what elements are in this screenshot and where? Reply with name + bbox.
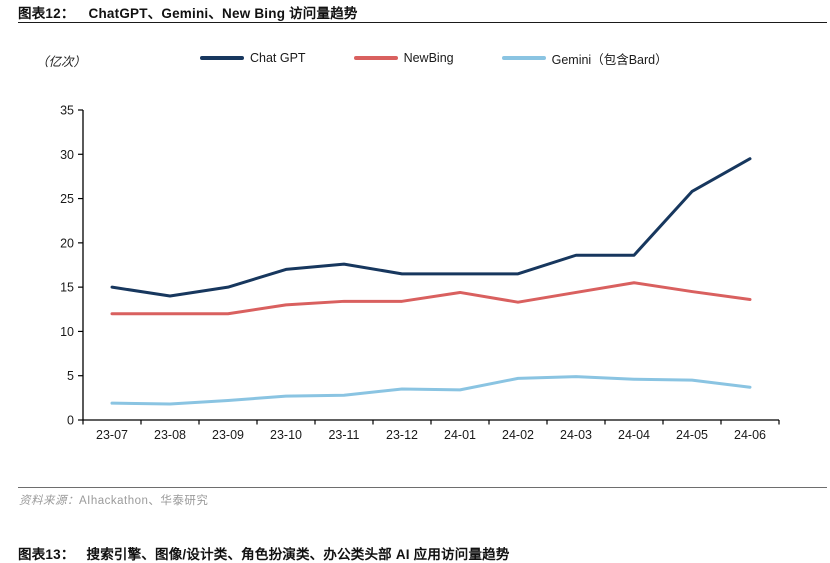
legend-swatch-newbing	[353, 56, 398, 60]
x-tick-label: 23-07	[96, 428, 128, 442]
x-tick-label: 24-03	[560, 428, 592, 442]
x-tick-label: 24-06	[734, 428, 766, 442]
legend-item-gemini-bard: Gemini（包含Bard）	[501, 49, 668, 68]
y-tick-label: 30	[60, 148, 74, 162]
legend-label-gemini-bard: Gemini（包含Bard）	[551, 52, 668, 67]
figure13-name: 搜索引擎、图像/设计类、角色扮演类、办公类头部 AI 应用访问量趋势	[86, 547, 510, 562]
legend-label-newbing: NewBing	[403, 51, 454, 65]
figure12-name: ChatGPT、Gemini、New Bing 访问量趋势	[88, 6, 358, 21]
legend-swatch-gemini-bard	[501, 56, 546, 60]
x-tick-label: 23-10	[270, 428, 302, 442]
x-tick-label: 23-08	[154, 428, 186, 442]
x-tick-label: 24-04	[618, 428, 650, 442]
axes	[82, 110, 779, 421]
x-tick-label: 24-01	[444, 428, 476, 442]
y-tick-label: 10	[60, 325, 74, 339]
series-line-newbing	[110, 281, 752, 316]
legend-item-chat-gpt: Chat GPT	[200, 51, 306, 65]
figure12-tag: 图表12：	[18, 6, 75, 21]
y-tick-label: 0	[67, 414, 74, 428]
y-tick-label: 35	[60, 104, 74, 118]
legend-item-newbing: NewBing	[353, 51, 454, 65]
chart-area: 0 5 10 15 20 25 30 35 23-07 23-08 23-09 23-10 23-11 2…	[0, 95, 830, 455]
series-line-chat-gpt	[110, 157, 752, 298]
legend-swatch-chat-gpt	[200, 56, 244, 60]
source-line: 资料来源：AIhackathon、华泰研究	[19, 492, 208, 508]
legend-label-chat-gpt: Chat GPT	[250, 51, 306, 65]
x-tick-label: 24-05	[676, 428, 708, 442]
x-tick-label: 24-02	[502, 428, 534, 442]
x-tick-label: 23-11	[328, 428, 359, 442]
y-tick-label: 25	[60, 192, 74, 206]
source-text: AIhackathon、华泰研究	[79, 495, 209, 507]
y-axis-unit-label: （亿次）	[36, 55, 87, 69]
x-tick-label: 23-09	[212, 428, 244, 442]
y-tick-label: 20	[60, 236, 74, 250]
x-tick-label: 23-12	[386, 428, 418, 442]
source-label: 资料来源：	[19, 495, 79, 507]
figure13-tag: 图表13：	[18, 547, 75, 562]
source-divider	[18, 487, 827, 488]
figure12-title: 图表12： ChatGPT、Gemini、New Bing 访问量趋势	[18, 2, 358, 22]
chart-legend: Chat GPT NewBing Gemini（包含Bard）	[200, 49, 668, 68]
series-line-gemini-bard	[110, 375, 752, 406]
y-tick-label: 5	[67, 369, 74, 383]
figure13-title: 图表13： 搜索引擎、图像/设计类、角色扮演类、办公类头部 AI 应用访问量趋势	[18, 543, 510, 563]
title-underline	[18, 22, 827, 23]
line-chart: 0 5 10 15 20 25 30 35 23-07 23-08 23-09 23-10 23-11 2…	[60, 104, 780, 442]
y-tick-label: 15	[60, 281, 74, 295]
